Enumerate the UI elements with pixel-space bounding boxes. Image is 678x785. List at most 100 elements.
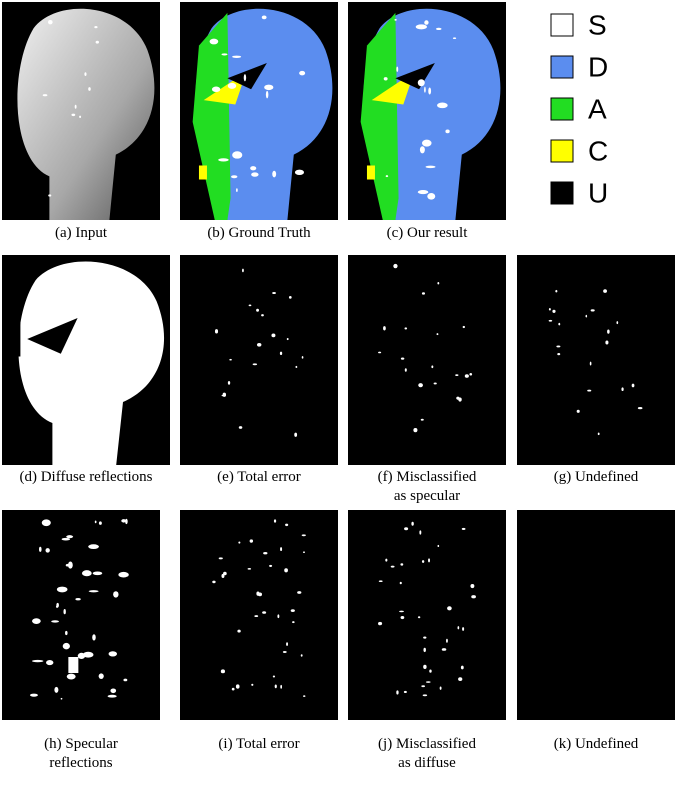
panel (2, 510, 160, 720)
speck (118, 572, 128, 578)
speck (219, 557, 223, 559)
speck (411, 522, 413, 526)
speck (440, 686, 442, 689)
speck (462, 528, 466, 530)
speck (221, 53, 227, 55)
speck (75, 105, 77, 109)
speck (272, 292, 276, 294)
shadow (36, 423, 50, 439)
speck (418, 190, 428, 194)
speck (401, 616, 405, 619)
speck (88, 87, 91, 91)
speck (56, 606, 58, 608)
speck (92, 634, 96, 640)
speck (420, 146, 425, 153)
panel-caption: (c) Our result (387, 225, 469, 241)
speck (463, 326, 465, 328)
speck (462, 627, 464, 631)
legend-swatch (551, 56, 573, 78)
panel-image (2, 510, 160, 720)
panel-caption: as specular (394, 488, 460, 504)
speck (447, 606, 452, 610)
speck (32, 660, 44, 662)
panel (517, 510, 675, 720)
speck (48, 194, 51, 196)
panel-caption: (h) Specular (44, 736, 118, 752)
panel-caption: (d) Diffuse reflections (19, 469, 152, 485)
speck (251, 172, 258, 176)
speck (470, 584, 474, 588)
speck (400, 563, 403, 565)
speck (605, 341, 608, 345)
speck (250, 539, 253, 542)
speck (280, 685, 282, 689)
speck (294, 433, 297, 437)
speck (555, 290, 557, 293)
speck (587, 390, 591, 392)
speck (223, 572, 227, 576)
speck (404, 527, 408, 530)
speck (421, 685, 425, 687)
shadow (10, 287, 20, 357)
speck (51, 620, 59, 622)
speck (99, 673, 104, 679)
speck (263, 552, 267, 554)
speck (632, 384, 635, 388)
speck (297, 591, 301, 594)
speck (558, 323, 560, 326)
speck (273, 676, 275, 678)
speck (79, 116, 81, 118)
speck (253, 363, 257, 365)
panel (180, 510, 338, 720)
legend-swatch (551, 182, 573, 204)
speck (295, 366, 297, 368)
speck (113, 591, 118, 597)
panel-image (517, 255, 675, 465)
speck (549, 320, 553, 322)
speck (453, 37, 456, 39)
panel (517, 255, 675, 465)
legend-label: U (588, 177, 608, 208)
speck (396, 67, 398, 72)
legend-swatch (551, 140, 573, 162)
speck (123, 679, 127, 682)
speck (32, 618, 41, 624)
speck (465, 374, 469, 378)
speck (82, 570, 92, 576)
speck (67, 674, 76, 680)
speck (424, 20, 428, 25)
speck (419, 530, 421, 534)
speck (418, 616, 420, 618)
speck (413, 428, 417, 432)
speck (215, 329, 218, 333)
speck (63, 609, 65, 614)
speck (96, 41, 99, 44)
speck (461, 666, 464, 670)
legend-label: D (588, 51, 608, 82)
speck (262, 611, 266, 614)
speck (71, 114, 75, 116)
panel (2, 2, 160, 220)
speck (54, 687, 58, 693)
speck (418, 79, 425, 86)
speck (88, 544, 99, 549)
speck (223, 393, 226, 397)
speck (422, 292, 425, 294)
speck (66, 535, 73, 538)
speck (379, 580, 383, 582)
speck (423, 694, 428, 696)
speck (271, 333, 275, 337)
speck (261, 314, 264, 316)
panel (348, 2, 506, 220)
speck (228, 83, 236, 89)
speck (591, 309, 595, 311)
speck (257, 343, 261, 347)
speck (99, 521, 102, 525)
legend-label: C (588, 135, 608, 166)
speck (229, 359, 232, 361)
speck (232, 56, 241, 58)
speck (458, 677, 462, 681)
speck (302, 356, 304, 359)
speck (280, 547, 282, 551)
speck (429, 669, 431, 672)
